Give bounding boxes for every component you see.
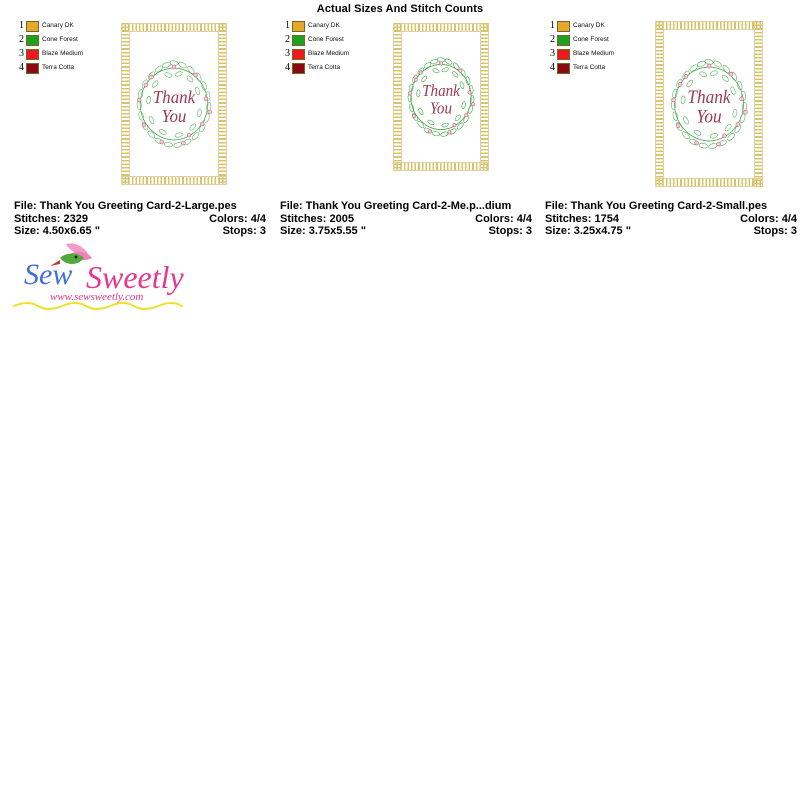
legend-swatch-terra-cotta — [292, 62, 305, 74]
logo-word-sew: Sew — [24, 258, 72, 291]
artwork-you-text: You — [430, 100, 452, 118]
artwork-thank-text: Thank — [422, 83, 461, 101]
hummingbird-icon — [50, 243, 92, 266]
legend-swatch-terra-cotta — [26, 62, 39, 74]
legend-label: Canary DK — [573, 22, 605, 29]
stitches-colors-row: Stitches: 2005 Colors: 4/4 — [280, 213, 532, 226]
legend-row: 4 Terra Cotta — [14, 61, 114, 75]
design-preview-medium[interactable]: Thank You — [388, 18, 494, 176]
logo-word-sweetly: Sweetly — [86, 259, 185, 295]
legend-label: Blaze Medium — [573, 50, 615, 57]
legend-label: Terra Cotta — [308, 64, 341, 71]
legend-label: Canary DK — [308, 22, 340, 29]
legend-label: Terra Cotta — [42, 64, 75, 71]
legend-number: 2 — [285, 34, 290, 45]
legend-row: 3 Blaze Medium — [280, 47, 380, 61]
legend-number: 2 — [19, 34, 24, 45]
wreath-artwork: Thank You — [399, 29, 483, 165]
size-stops-row: Size: 3.25x4.75 " Stops: 3 — [545, 225, 797, 238]
artwork-thank-text: Thank — [687, 86, 731, 107]
legend-row: 1 Canary DK — [280, 19, 380, 33]
legend-number: 1 — [19, 20, 24, 31]
legend-row: 2 Cone Forest — [280, 33, 380, 47]
design-info-large: File: Thank You Greeting Card-2-Large.pe… — [14, 200, 266, 238]
legend-swatch-cone-forest — [292, 34, 305, 46]
wreath-artwork: Thank You — [127, 29, 221, 179]
sew-sweetly-logo: Sew Sweetly www.sewsweetly.com — [8, 240, 198, 312]
design-preview-small[interactable]: Thank You — [650, 16, 768, 192]
legend-swatch-cone-forest — [26, 34, 39, 46]
wreath-artwork: Thank You — [661, 27, 757, 181]
legend-number: 4 — [19, 62, 24, 73]
legend-label: Terra Cotta — [573, 64, 606, 71]
legend-row: 1 Canary DK — [14, 19, 114, 33]
legend-label: Blaze Medium — [42, 50, 84, 57]
card-canvas: Thank You — [388, 18, 494, 176]
design-size: Size: 3.25x4.75 " — [545, 225, 631, 237]
artwork-you-text: You — [162, 106, 187, 127]
legend-number: 3 — [550, 48, 555, 59]
design-size: Size: 4.50x6.65 " — [14, 225, 100, 237]
legend-number: 4 — [550, 62, 555, 73]
color-count: Colors: 4/4 — [475, 212, 532, 225]
legend-row: 2 Cone Forest — [545, 33, 645, 47]
legend-row: 3 Blaze Medium — [545, 47, 645, 61]
legend-swatch-blaze-medium — [292, 48, 305, 60]
stitch-count: Stitches: 2329 — [14, 212, 88, 225]
design-info-medium: File: Thank You Greeting Card-2-Me.p...d… — [280, 200, 532, 238]
legend-number: 3 — [285, 48, 290, 59]
legend-swatch-blaze-medium — [557, 48, 570, 60]
legend-label: Cone Forest — [573, 36, 609, 43]
file-name: File: Thank You Greeting Card-2-Large.pe… — [14, 200, 237, 212]
legend-row: 2 Cone Forest — [14, 33, 114, 47]
legend-number: 2 — [550, 34, 555, 45]
stitch-count: Stitches: 2005 — [280, 212, 354, 225]
legend-number: 1 — [550, 20, 555, 31]
legend-swatch-canary-dk — [26, 20, 39, 32]
color-count: Colors: 4/4 — [740, 212, 797, 225]
card-canvas: Thank You — [650, 16, 768, 192]
file-name: File: Thank You Greeting Card-2-Me.p...d… — [280, 200, 512, 212]
color-legend-small: 1 Canary DK 2 Cone Forest 3 Blaze Medium… — [545, 19, 645, 75]
stop-count: Stops: 3 — [488, 225, 532, 237]
legend-swatch-terra-cotta — [557, 62, 570, 74]
legend-row: 1 Canary DK — [545, 19, 645, 33]
legend-label: Cone Forest — [42, 36, 78, 43]
legend-swatch-blaze-medium — [26, 48, 39, 60]
design-size: Size: 3.75x5.55 " — [280, 225, 366, 237]
legend-label: Blaze Medium — [308, 50, 350, 57]
legend-number: 3 — [19, 48, 24, 59]
design-panels: 1 Canary DK 2 Cone Forest 3 Blaze Medium… — [0, 16, 800, 246]
card-canvas: Thank You — [116, 18, 232, 190]
legend-swatch-cone-forest — [557, 34, 570, 46]
size-stops-row: Size: 3.75x5.55 " Stops: 3 — [280, 225, 532, 238]
legend-number: 1 — [285, 20, 290, 31]
legend-label: Canary DK — [42, 22, 74, 29]
logo-url: www.sewsweetly.com — [50, 291, 143, 303]
legend-label: Cone Forest — [308, 36, 344, 43]
page-title: Actual Sizes And Stitch Counts — [316, 3, 484, 15]
stitches-colors-row: Stitches: 1754 Colors: 4/4 — [545, 213, 797, 226]
logo-squiggle-underline — [13, 302, 183, 310]
legend-swatch-canary-dk — [292, 20, 305, 32]
color-count: Colors: 4/4 — [209, 212, 266, 225]
legend-row: 4 Terra Cotta — [545, 61, 645, 75]
color-legend-large: 1 Canary DK 2 Cone Forest 3 Blaze Medium… — [14, 19, 114, 75]
stop-count: Stops: 3 — [222, 225, 266, 237]
stitch-count: Stitches: 1754 — [545, 212, 619, 225]
color-legend-medium: 1 Canary DK 2 Cone Forest 3 Blaze Medium… — [280, 19, 380, 75]
stop-count: Stops: 3 — [753, 225, 797, 237]
size-stops-row: Size: 4.50x6.65 " Stops: 3 — [14, 225, 266, 238]
artwork-you-text: You — [696, 106, 721, 127]
design-info-small: File: Thank You Greeting Card-2-Small.pe… — [545, 200, 797, 238]
file-name: File: Thank You Greeting Card-2-Small.pe… — [545, 200, 768, 212]
legend-number: 4 — [285, 62, 290, 73]
legend-swatch-canary-dk — [557, 20, 570, 32]
artwork-thank-text: Thank — [153, 87, 196, 108]
stitches-colors-row: Stitches: 2329 Colors: 4/4 — [14, 213, 266, 226]
legend-row: 4 Terra Cotta — [280, 61, 380, 75]
legend-row: 3 Blaze Medium — [14, 47, 114, 61]
design-preview-large[interactable]: Thank You — [116, 18, 232, 190]
